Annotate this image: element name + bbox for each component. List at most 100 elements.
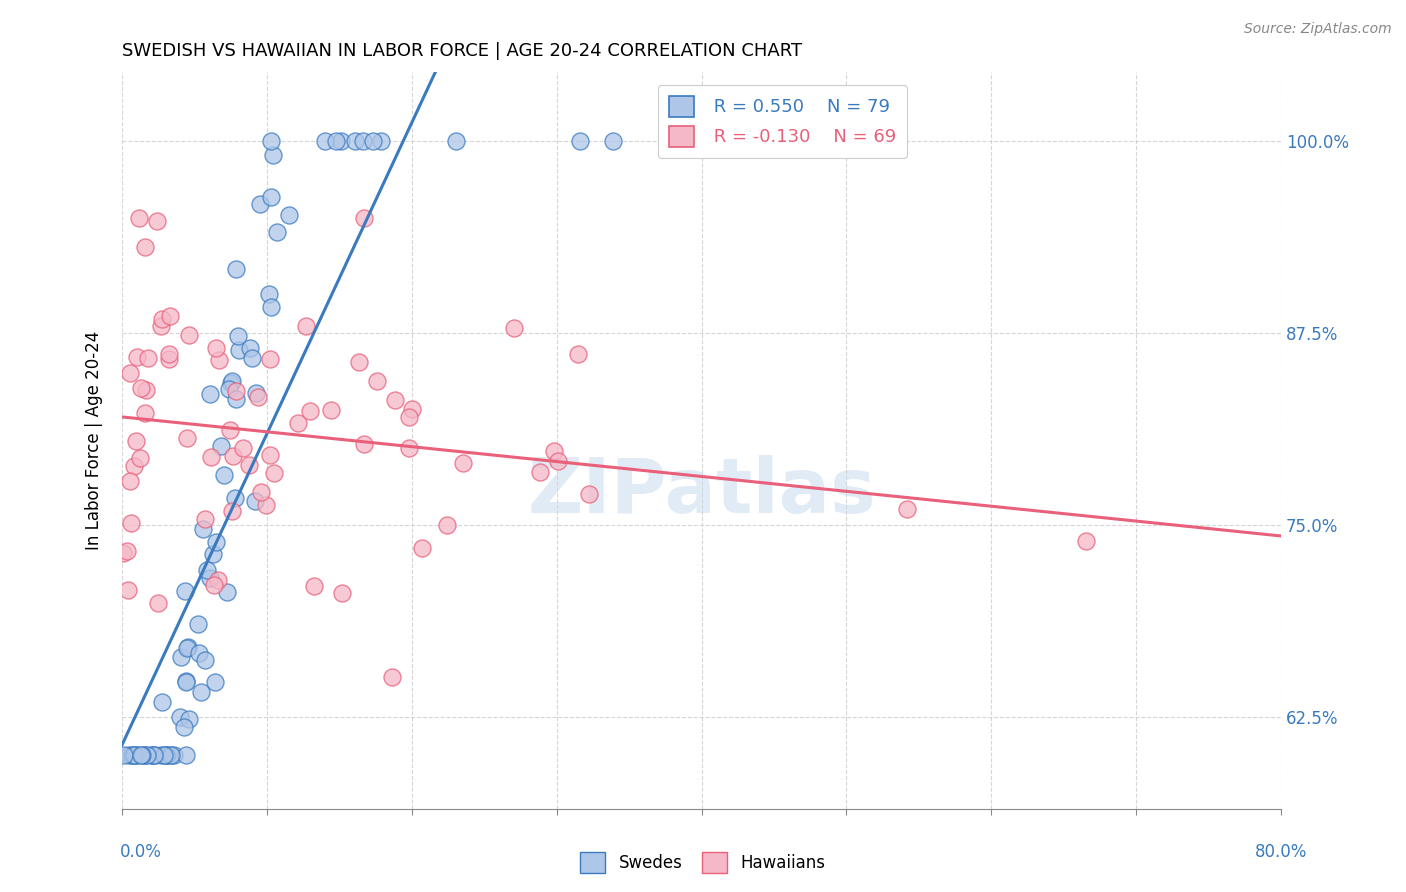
Point [134,748,156,763]
Point [118,748,141,763]
Point [134,406,156,420]
Point [125,434,148,449]
Point [179,328,201,343]
Point [204,675,226,690]
Point [194,512,217,526]
Point [349,355,371,369]
Point [170,649,193,664]
Point [578,486,600,500]
Point [191,522,214,536]
Point [278,208,301,222]
Point [1074,533,1097,548]
Point [215,585,238,599]
Legend: Swedes, Hawaiians: Swedes, Hawaiians [574,846,832,880]
Point [194,653,217,667]
Text: Source: ZipAtlas.com: Source: ZipAtlas.com [1244,22,1392,37]
Point [120,516,142,531]
Point [446,135,468,149]
Point [125,350,148,364]
Point [195,562,218,576]
Point [260,190,283,204]
Point [128,211,150,226]
Point [287,416,309,430]
Text: ZIPatlas: ZIPatlas [527,455,876,529]
Point [150,695,173,709]
Point [302,579,325,593]
Point [221,374,243,388]
Point [150,748,173,763]
Point [249,197,271,211]
Point [176,431,198,445]
Text: SWEDISH VS HAWAIIAN IN LABOR FORCE | AGE 20-24 CORRELATION CHART: SWEDISH VS HAWAIIAN IN LABOR FORCE | AGE… [122,42,803,60]
Point [232,441,254,455]
Point [602,135,624,149]
Point [398,410,420,425]
Legend:  R = 0.550    N = 79,  R = -0.130    N = 69: R = 0.550 N = 79, R = -0.130 N = 69 [658,85,907,158]
Point [219,423,242,437]
Point [238,458,260,473]
Point [259,352,281,367]
Point [131,748,153,763]
Point [173,720,195,734]
Point [259,300,281,314]
Point [120,475,142,489]
Point [169,709,191,723]
Point [361,135,384,149]
Point [502,321,524,335]
Point [176,748,198,763]
Point [243,494,266,508]
Point [451,456,474,470]
Point [247,391,270,405]
Point [529,465,551,479]
Point [153,748,176,763]
Point [159,748,181,763]
Point [198,387,221,401]
Point [218,382,240,396]
Point [221,504,243,518]
Text: 80.0%: 80.0% [1256,843,1308,861]
Point [136,748,159,763]
Point [176,674,198,689]
Point [228,343,250,357]
Point [436,518,458,533]
Point [225,261,247,276]
Point [200,450,222,464]
Point [226,329,249,343]
Point [156,748,179,763]
Point [136,351,159,366]
Y-axis label: In Labor Force | Age 20-24: In Labor Force | Age 20-24 [86,331,103,550]
Point [411,541,433,555]
Point [321,402,343,417]
Point [263,466,285,480]
Point [150,312,173,326]
Point [568,135,591,149]
Point [118,367,141,381]
Point [129,381,152,395]
Point [159,748,181,763]
Point [370,135,392,149]
Point [155,748,177,763]
Point [266,226,288,240]
Point [187,646,209,660]
Point [159,310,181,324]
Point [344,135,367,149]
Point [398,441,420,455]
Point [543,444,565,458]
Point [117,583,139,598]
Point [222,449,245,463]
Point [125,748,148,763]
Point [177,640,200,655]
Point [225,384,247,398]
Point [202,578,225,592]
Point [325,135,347,149]
Point [157,347,180,361]
Point [146,596,169,610]
Point [366,374,388,388]
Point [143,748,166,763]
Point [239,342,262,356]
Point [122,458,145,473]
Point [547,453,569,467]
Point [207,353,229,368]
Point [131,748,153,763]
Point [146,214,169,228]
